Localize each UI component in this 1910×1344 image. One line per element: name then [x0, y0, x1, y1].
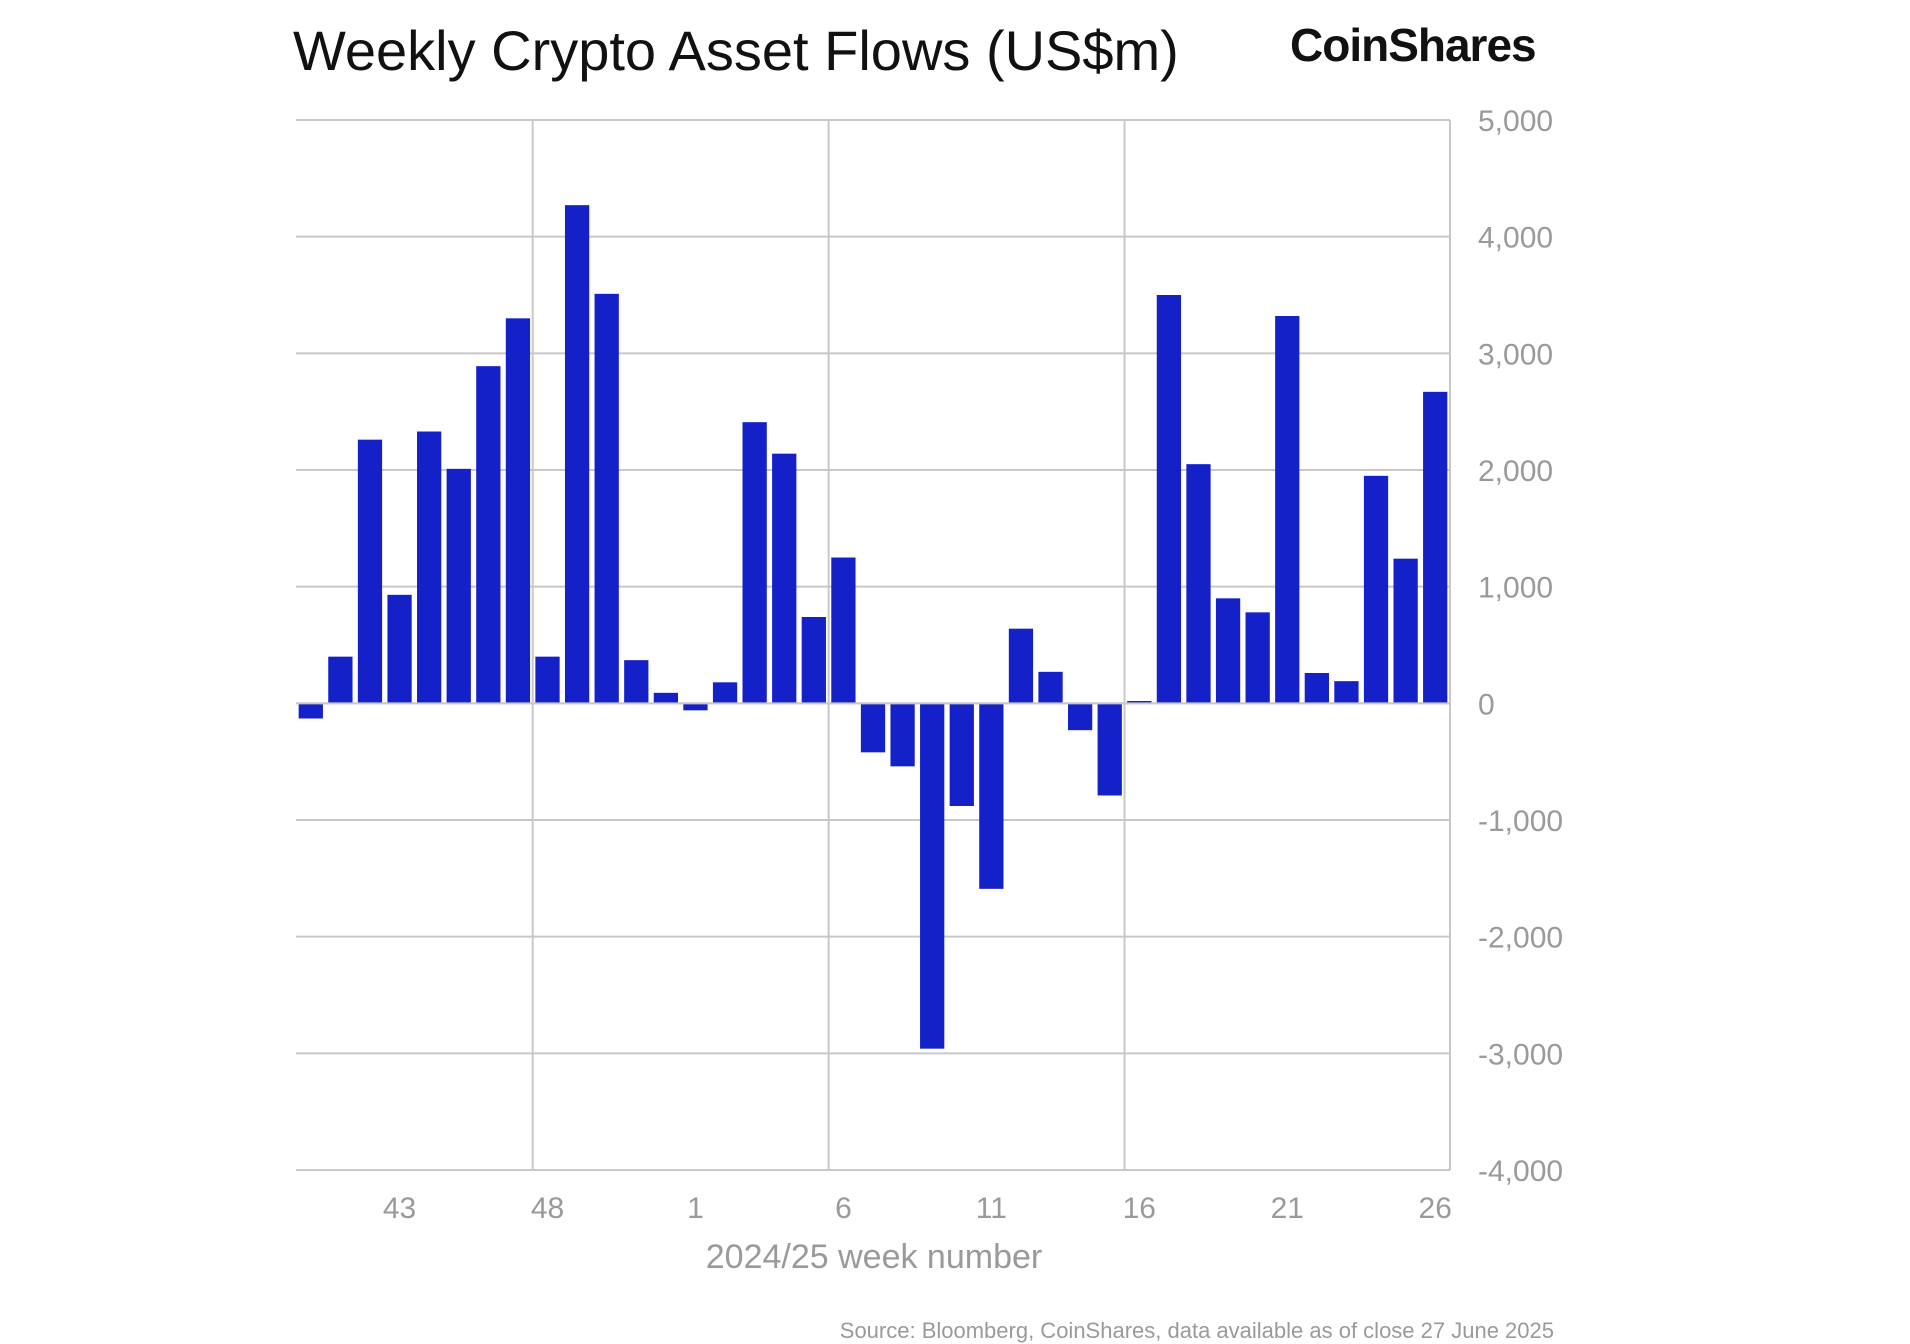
x-tick-label: 11	[976, 1192, 1007, 1225]
bar	[505, 318, 531, 704]
x-tick-label: 16	[1123, 1192, 1156, 1225]
x-tick-label: 21	[1271, 1192, 1304, 1225]
bar	[920, 703, 945, 1049]
bar	[298, 703, 323, 719]
bar	[1363, 475, 1389, 704]
bar	[979, 703, 1004, 889]
bar	[1097, 703, 1122, 796]
bar	[446, 468, 471, 704]
bar	[1156, 295, 1182, 704]
bar	[1423, 391, 1448, 704]
bar	[594, 293, 619, 704]
bar	[683, 703, 708, 711]
y-tick-label: 2,000	[1478, 455, 1553, 488]
chart-title: Weekly Crypto Asset Flows (US$m)	[293, 19, 1179, 82]
bar	[1008, 628, 1034, 704]
y-tick-label: -3,000	[1478, 1038, 1563, 1071]
bar	[1186, 464, 1211, 704]
y-tick-label: 3,000	[1478, 338, 1553, 371]
bar	[1245, 612, 1270, 704]
bar	[1334, 681, 1359, 704]
bar	[417, 431, 442, 704]
y-tick-label: -2,000	[1478, 922, 1563, 955]
axis-layer	[296, 120, 1451, 1170]
bar	[535, 656, 560, 704]
label-layer: -4,000 -3,000 -2,000 -1,000 0 1,000 2,000 3,000…	[383, 105, 1563, 1225]
bar	[949, 703, 974, 806]
bar	[1038, 671, 1063, 704]
bar	[1067, 703, 1093, 731]
bar	[890, 703, 915, 767]
coinshares-logo: CoinShares	[1290, 19, 1537, 71]
bar	[357, 439, 383, 704]
bar	[1127, 701, 1152, 704]
bar	[1304, 673, 1329, 704]
x-tick-label: 26	[1419, 1192, 1452, 1225]
bar	[624, 660, 649, 704]
bar	[772, 453, 797, 704]
y-tick-label: 0	[1478, 688, 1495, 721]
bar	[831, 557, 856, 704]
bar	[801, 617, 826, 704]
bar	[387, 594, 412, 704]
x-tick-label: 1	[687, 1192, 704, 1225]
bar	[564, 205, 590, 704]
y-tick-label: -4,000	[1478, 1155, 1563, 1188]
bar	[1275, 316, 1300, 704]
y-tick-label: 5,000	[1478, 105, 1553, 138]
bar-layer	[298, 205, 1448, 1049]
x-axis-title: 2024/25 week number	[706, 1238, 1042, 1276]
bar	[712, 682, 738, 704]
y-tick-label: 4,000	[1478, 222, 1553, 255]
bar	[328, 656, 353, 704]
bar	[860, 703, 886, 753]
bar	[653, 692, 679, 704]
x-tick-label: 6	[835, 1192, 852, 1225]
bar	[742, 422, 767, 704]
x-tick-label: 48	[531, 1192, 564, 1225]
y-tick-label: -1,000	[1478, 805, 1563, 838]
bar	[1393, 558, 1418, 704]
x-tick-label: 43	[383, 1192, 416, 1225]
bar	[476, 366, 501, 704]
y-tick-label: 1,000	[1478, 572, 1553, 605]
source-note: Source: Bloomberg, CoinShares, data avai…	[839, 1318, 1554, 1343]
bar	[1215, 598, 1241, 704]
